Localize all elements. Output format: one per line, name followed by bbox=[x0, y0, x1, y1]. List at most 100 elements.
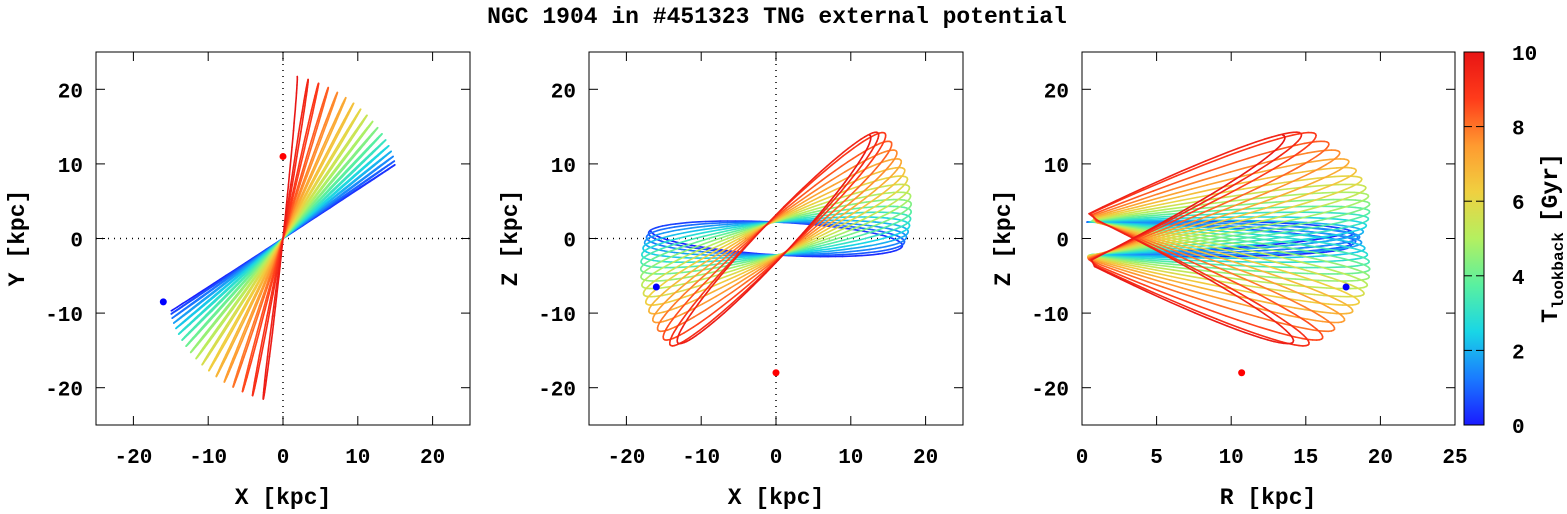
orbit-segment bbox=[1215, 193, 1230, 201]
orbit-segment bbox=[324, 194, 333, 202]
orbit-segment bbox=[289, 176, 293, 188]
orbit-segment bbox=[348, 145, 354, 152]
orbit-segment bbox=[303, 155, 308, 166]
orbit-segment bbox=[686, 299, 695, 305]
orbit-segment bbox=[864, 220, 873, 225]
orbit-segment bbox=[260, 284, 266, 296]
orbit-segment bbox=[744, 229, 755, 235]
orbit-segment bbox=[1201, 175, 1218, 181]
orbit-segment bbox=[1164, 206, 1184, 211]
orbit-segment bbox=[1295, 178, 1309, 182]
orbit-segment bbox=[860, 203, 868, 210]
orbit-segment bbox=[670, 307, 678, 311]
orbit-segment bbox=[327, 189, 335, 197]
orbit-segment bbox=[1230, 255, 1247, 261]
orbit-segment bbox=[250, 310, 255, 320]
orbit-segment bbox=[704, 304, 713, 311]
orbit-segment bbox=[234, 316, 241, 326]
orbit-segment bbox=[871, 196, 879, 202]
orbit-segment bbox=[665, 244, 673, 248]
orbit-segment bbox=[828, 247, 838, 250]
orbit-segment bbox=[798, 186, 807, 195]
orbit-segment bbox=[1307, 321, 1314, 328]
orbit-segment bbox=[312, 178, 319, 188]
marker-initial bbox=[279, 152, 287, 160]
orbit-segment bbox=[362, 162, 369, 168]
orbit-segment bbox=[1347, 218, 1356, 222]
orbit-segment bbox=[249, 352, 253, 361]
orbit-segment bbox=[236, 345, 241, 354]
orbit-segment bbox=[285, 193, 289, 206]
orbit-segment bbox=[663, 288, 669, 294]
orbit-segment bbox=[1258, 140, 1270, 146]
orbit-segment bbox=[1273, 188, 1288, 192]
orbit-segment bbox=[714, 249, 725, 257]
orbit-segment bbox=[1124, 245, 1144, 250]
orbit-segment bbox=[1348, 235, 1356, 239]
orbit-segment bbox=[263, 296, 268, 308]
orbit-segment bbox=[1325, 250, 1334, 253]
orbit-segment bbox=[842, 147, 850, 154]
orbit-segment bbox=[855, 213, 864, 219]
orbit-segment bbox=[704, 247, 715, 253]
orbit-segment bbox=[318, 199, 327, 207]
orbit-segment bbox=[726, 228, 737, 232]
orbit-segment bbox=[734, 226, 745, 230]
orbit-segment bbox=[1299, 192, 1312, 198]
orbit-segment bbox=[230, 340, 235, 349]
orbit-segment bbox=[250, 354, 254, 363]
orbit-segment bbox=[1296, 302, 1307, 309]
orbit-segment bbox=[1326, 248, 1338, 252]
orbit-segment bbox=[851, 207, 861, 210]
orbit-segment bbox=[324, 190, 332, 199]
orbit-segment bbox=[696, 243, 705, 248]
orbit-segment bbox=[803, 203, 814, 209]
orbit-segment bbox=[230, 276, 238, 284]
orbit-segment bbox=[250, 270, 259, 279]
orbit-segment bbox=[359, 171, 366, 177]
orbit-segment bbox=[870, 186, 879, 190]
orbit-segment bbox=[786, 208, 797, 215]
orbit-segment bbox=[322, 185, 330, 194]
orbit-segment bbox=[314, 119, 319, 128]
orbit-segment bbox=[295, 181, 300, 193]
orbit-segment bbox=[1299, 252, 1311, 255]
orbit-segment bbox=[665, 255, 673, 260]
orbit-segment bbox=[276, 267, 280, 279]
orbit-segment bbox=[212, 330, 218, 338]
orbit-segment bbox=[198, 328, 204, 334]
orbit-segment bbox=[227, 343, 232, 351]
orbit-segment bbox=[334, 117, 339, 124]
orbit-segment bbox=[347, 125, 352, 132]
orbit-segment bbox=[285, 205, 289, 218]
orbit-segment bbox=[758, 257, 770, 263]
orbit-segment bbox=[323, 168, 331, 177]
orbit-segment bbox=[364, 153, 371, 160]
orbit-segment bbox=[1325, 175, 1336, 179]
orbit-segment bbox=[257, 354, 261, 363]
orbit-segment bbox=[803, 248, 814, 252]
orbit-segment bbox=[292, 122, 295, 132]
orbit-segment bbox=[310, 174, 316, 185]
orbit-segment bbox=[253, 290, 260, 301]
orbit-segment bbox=[1339, 212, 1349, 217]
orbit-segment bbox=[836, 207, 845, 215]
orbit-segment bbox=[324, 197, 333, 205]
orbit-segment bbox=[765, 265, 773, 274]
orbit-segment bbox=[711, 224, 721, 227]
orbit-segment bbox=[1191, 184, 1208, 190]
orbit-segment bbox=[1305, 250, 1318, 254]
orbit-segment bbox=[259, 268, 266, 279]
orbit-segment bbox=[258, 296, 264, 307]
orbit-segment bbox=[855, 177, 864, 182]
orbit-segment bbox=[1161, 196, 1180, 202]
orbit-segment bbox=[1182, 242, 1201, 249]
orbit-segment bbox=[1272, 266, 1287, 273]
orbit-segment bbox=[321, 164, 328, 173]
orbit-segment bbox=[828, 249, 838, 253]
orbit-segment bbox=[291, 137, 294, 148]
orbit-segment bbox=[662, 299, 669, 305]
